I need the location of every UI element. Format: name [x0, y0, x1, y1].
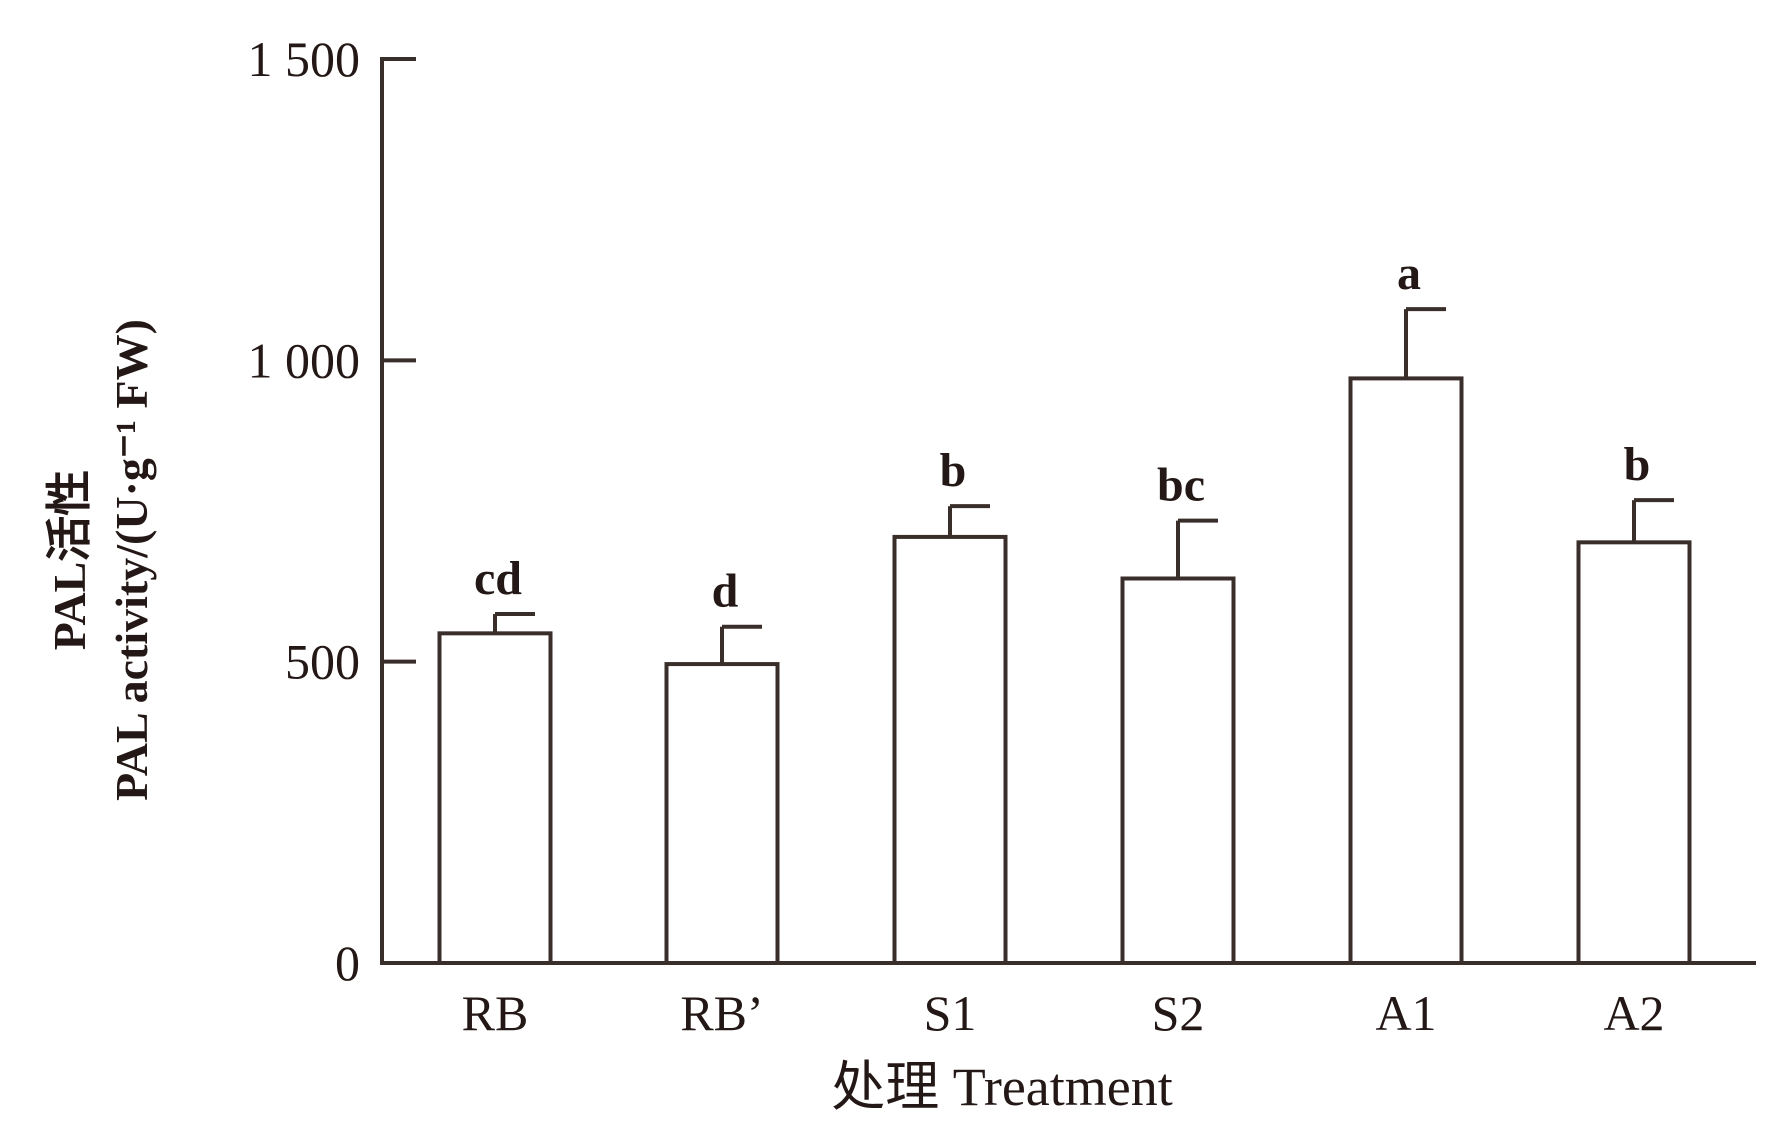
significance-label: cd: [474, 552, 522, 605]
y-tick-label: 0: [335, 935, 360, 991]
y-axis-title: PAL activity/(U·g⁻¹ FW): [106, 319, 157, 801]
bar: [1576, 540, 1692, 966]
x-tick-label: S2: [1152, 985, 1205, 1041]
x-tick-label: RB: [462, 985, 529, 1041]
bar: [664, 662, 780, 965]
significance-label: a: [1397, 247, 1421, 300]
bar: [437, 631, 553, 965]
x-tick-label: RB’: [680, 985, 763, 1041]
x-tick-label: A2: [1603, 985, 1664, 1041]
significance-label: d: [712, 565, 739, 618]
y-tick-label: 500: [285, 634, 360, 690]
x-tick-label: S1: [924, 985, 977, 1041]
y-tick-label: 1 000: [248, 332, 361, 388]
y-axis-title-cn: PAL活性: [44, 470, 95, 651]
bar: [1120, 576, 1236, 965]
significance-label: b: [940, 444, 967, 497]
y-tick-label: 1 500: [248, 31, 361, 87]
x-tick-label: A1: [1375, 985, 1436, 1041]
significance-label: bc: [1157, 459, 1205, 512]
bar: [1348, 376, 1464, 965]
significance-label: b: [1624, 438, 1651, 491]
bar: [892, 534, 1008, 965]
x-axis-title: 处理 Treatment: [831, 1057, 1172, 1117]
